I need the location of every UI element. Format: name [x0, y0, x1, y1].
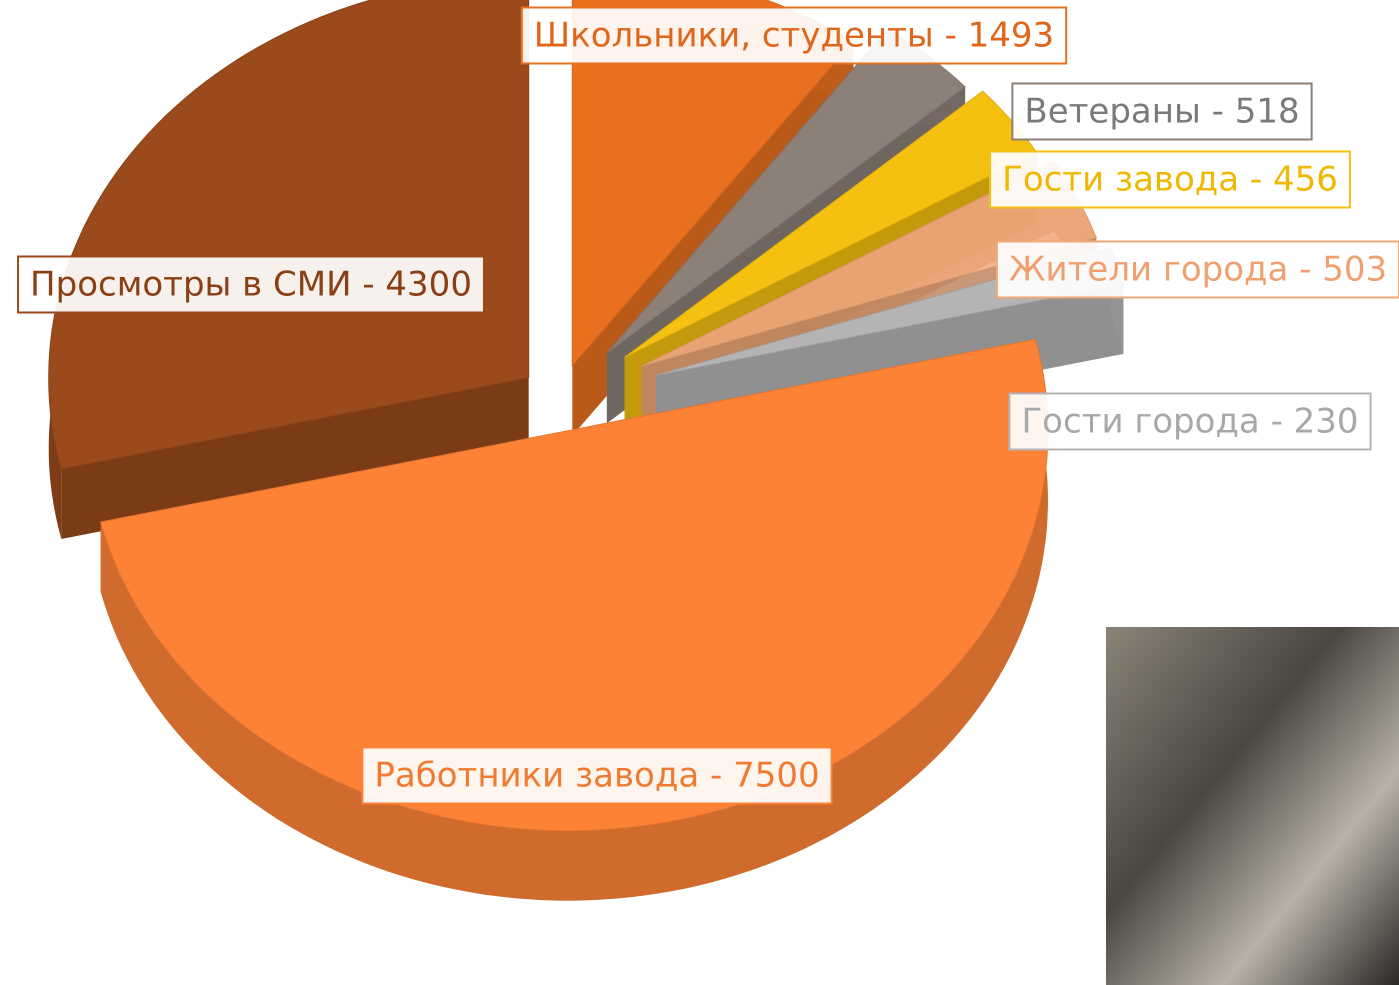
label-box [361, 746, 833, 805]
label-box [989, 150, 1351, 209]
pie [48, 0, 1125, 901]
label-box [1008, 392, 1372, 451]
labels: Школьники, студенты - 1493 Ветераны - 518… [17, 6, 1399, 805]
slice [48, 0, 530, 470]
data-label: Работники завода - 7500 [374, 756, 819, 796]
label-box [995, 240, 1399, 299]
data-label: Гости города - 230 [1021, 402, 1358, 442]
data-label: Гости завода - 456 [1002, 160, 1338, 200]
slice-side [61, 377, 529, 539]
label-box [1011, 82, 1313, 141]
data-label: Просмотры в СМИ - 4300 [30, 265, 472, 305]
label-box [520, 6, 1068, 65]
photo [1106, 627, 1399, 985]
data-label: Жители города - 503 [1009, 250, 1387, 290]
label-box [17, 255, 485, 314]
data-label: Ветераны - 518 [1024, 92, 1299, 132]
slice [100, 338, 1049, 832]
data-label: Школьники, студенты - 1493 [534, 16, 1054, 56]
